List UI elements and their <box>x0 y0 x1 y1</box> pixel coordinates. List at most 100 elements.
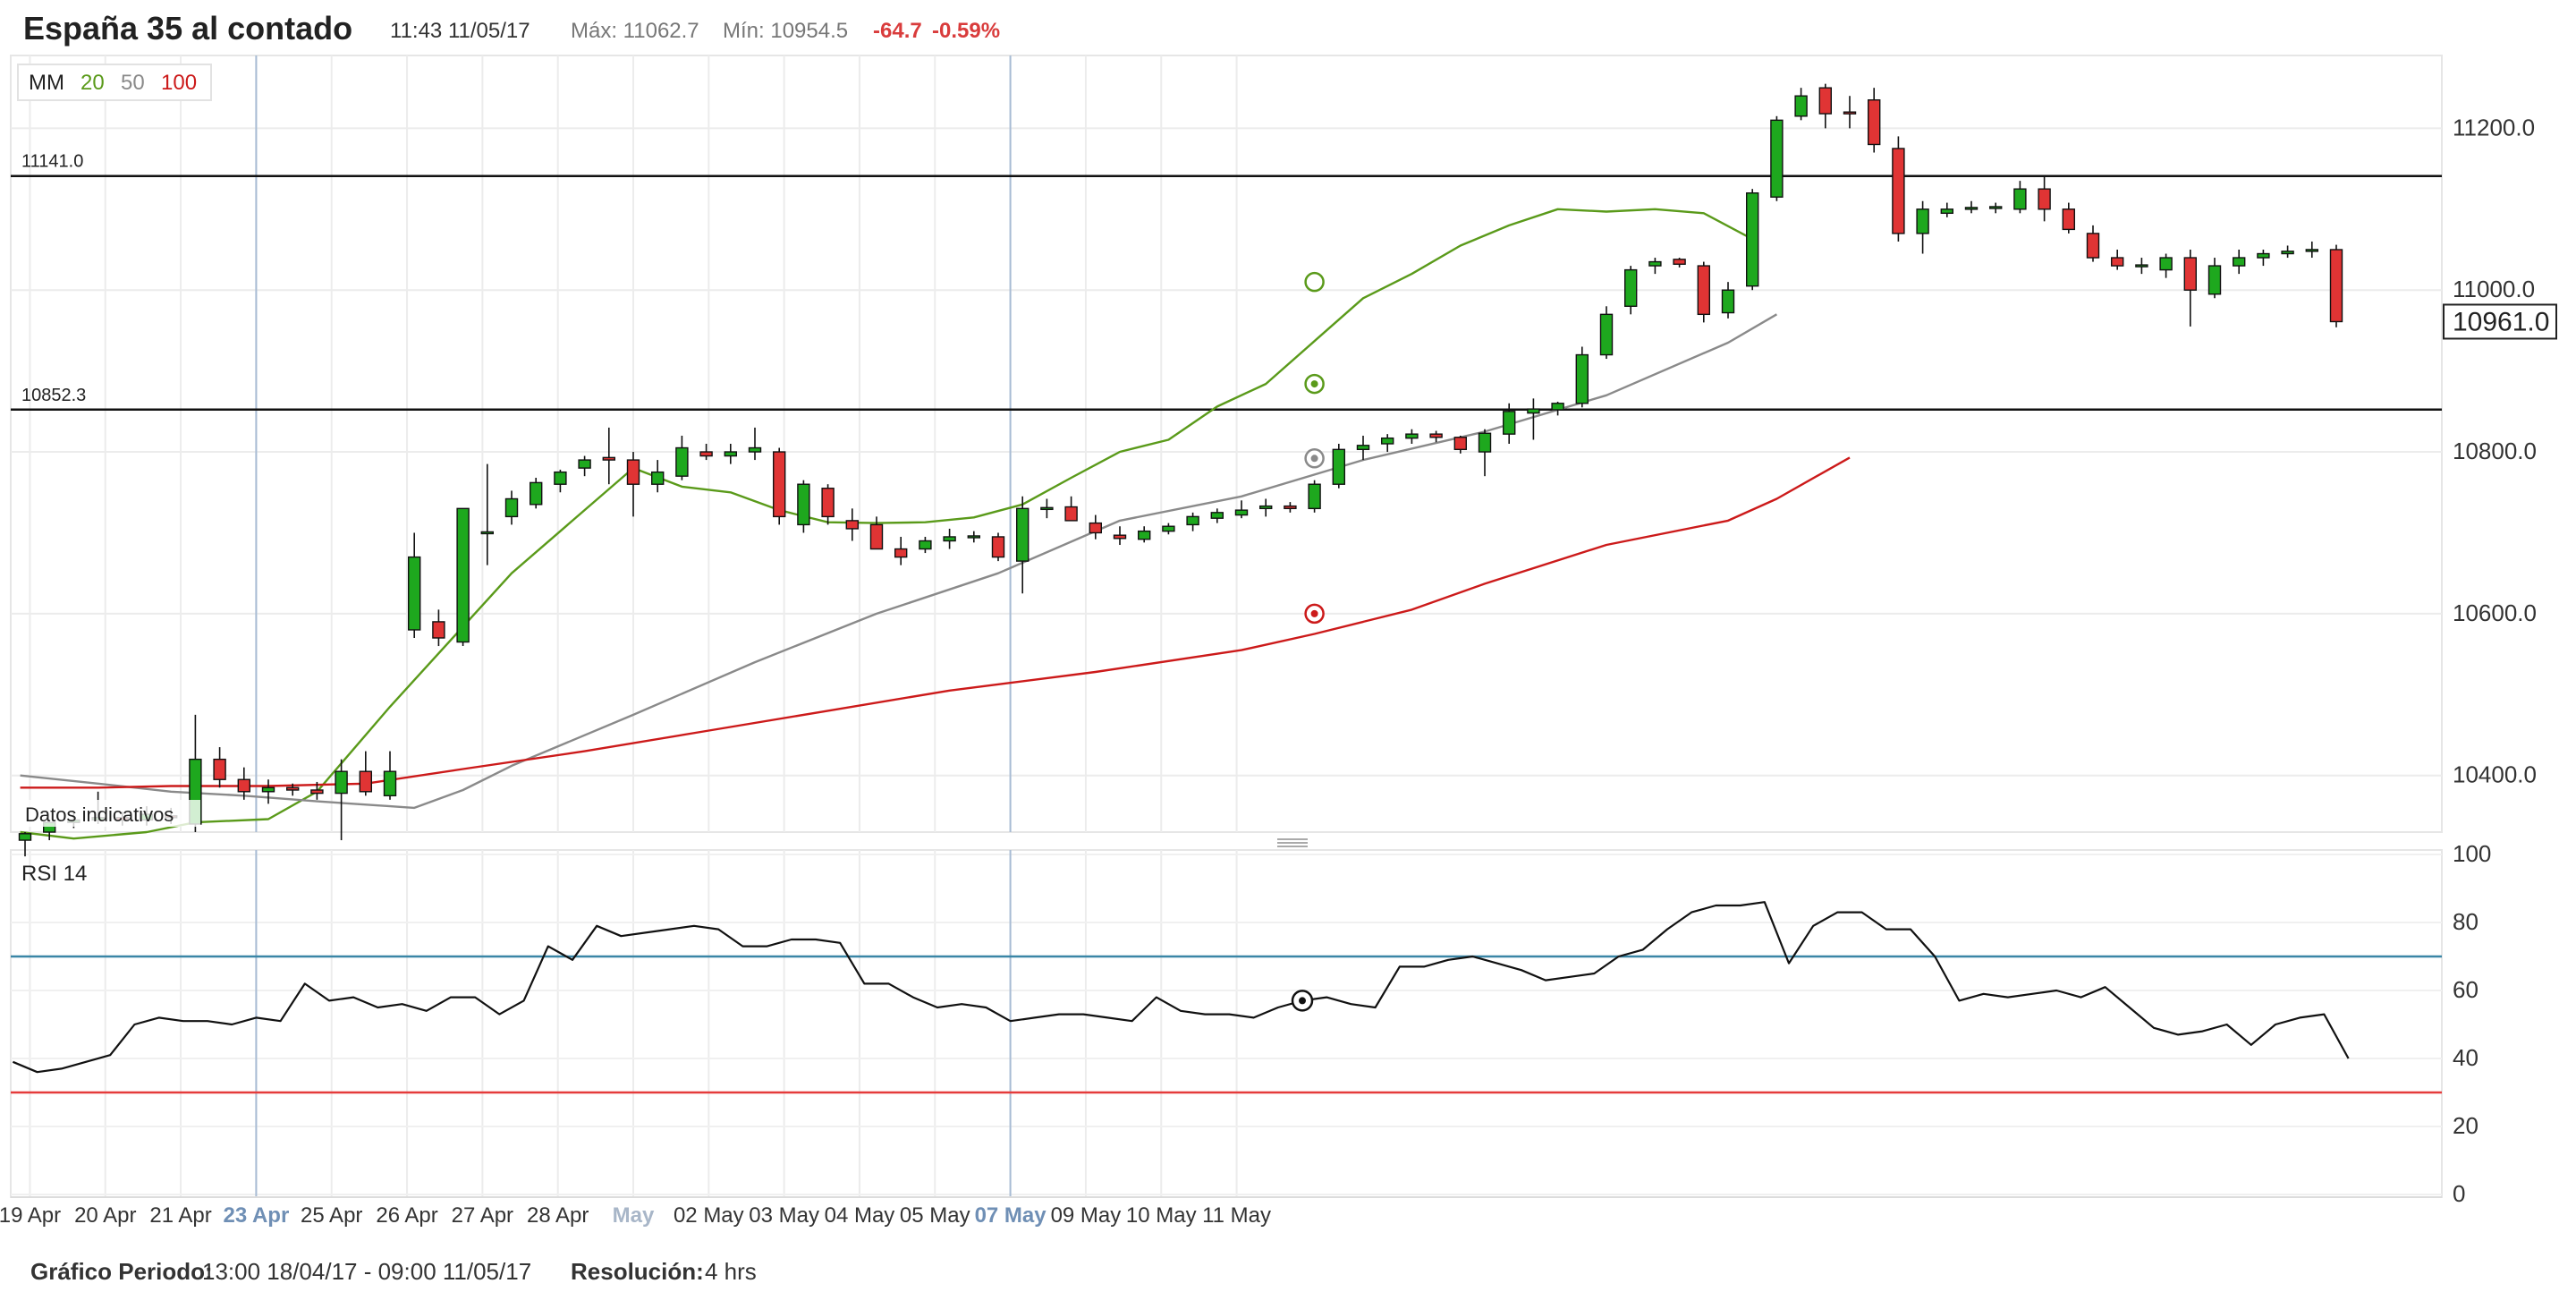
candle-up <box>18 833 32 841</box>
candle-up <box>1623 268 1638 307</box>
ma50-marker-dot <box>1310 455 1318 463</box>
max-value: Máx: 11062.7 <box>571 19 699 43</box>
ma-legend: MM 20 50 100 <box>17 64 212 101</box>
last-update-datetime: 11:43 11/05/17 <box>390 19 530 43</box>
current-price-box <box>2443 303 2557 340</box>
candle-up <box>967 535 981 539</box>
rsi-line <box>12 901 2350 1074</box>
candle-up <box>724 451 737 457</box>
rsi-tick-label: 60 <box>2453 976 2479 1003</box>
rsi-tick-label: 80 <box>2453 908 2479 935</box>
candle-down <box>310 789 324 795</box>
candle-down <box>991 536 1005 558</box>
candle-up <box>1405 433 1419 439</box>
candle-up <box>748 446 762 453</box>
time-tick-label: 27 Apr <box>452 1203 513 1228</box>
ma100-marker-dot <box>1310 609 1318 617</box>
rsi-tick-label: 20 <box>2453 1112 2479 1139</box>
candle-up <box>2135 264 2148 268</box>
chart-header: España 35 al contado 11:43 11/05/17 Máx:… <box>23 10 1000 47</box>
candle-down <box>1284 505 1297 510</box>
candle-up <box>480 531 494 535</box>
candle-up <box>1745 192 1759 287</box>
ma20-marker-dot <box>1310 380 1318 388</box>
candle-up <box>1015 507 1030 562</box>
period-value: 13:00 18/04/17 - 09:00 11/05/17 <box>202 1258 531 1285</box>
candle-up <box>2159 257 2173 271</box>
candle-up <box>1940 208 1954 215</box>
min-value: Mín: 10954.5 <box>723 19 848 43</box>
price-change: -64.7 <box>873 19 922 43</box>
candle-down <box>213 758 226 780</box>
price-tick-label: 10600.0 <box>2453 599 2537 626</box>
candle-up <box>504 497 519 518</box>
candle-down <box>869 523 884 550</box>
resolution-value: 4 hrs <box>705 1258 757 1285</box>
time-tick-label: 23 Apr <box>223 1203 289 1228</box>
candle-up <box>2305 249 2319 252</box>
candle-up <box>554 471 567 485</box>
candle-up <box>1916 208 1929 234</box>
panel-resize-handle[interactable] <box>1270 836 1315 848</box>
period-label: Gráfico Periodo: <box>30 1258 213 1285</box>
time-tick-label: 11 May <box>1202 1203 1271 1228</box>
time-tick-label: 03 May <box>749 1203 819 1228</box>
candle-down <box>359 770 372 793</box>
rsi-panel-frame <box>10 849 2443 1198</box>
crosshair-markers <box>1304 271 1325 625</box>
candle-up <box>675 446 689 477</box>
candle-up <box>2207 265 2222 295</box>
horizontal-levels: 11141.0 10852.3 <box>11 152 2442 412</box>
candle-up <box>335 770 348 795</box>
candle-down <box>2110 257 2124 267</box>
grid-lines <box>11 55 2442 1197</box>
candle-up <box>1186 515 1199 526</box>
candle-up <box>456 507 470 643</box>
time-tick-label: 05 May <box>900 1203 970 1228</box>
ma20-line <box>20 208 1753 840</box>
candle-up <box>2257 252 2270 259</box>
candle-down <box>845 520 859 530</box>
time-tick-label: 19 Apr <box>0 1203 61 1228</box>
candle-up <box>1308 483 1321 510</box>
candle-up <box>1332 448 1346 485</box>
candle-down <box>894 548 908 558</box>
ma-legend-20: 20 <box>80 71 105 95</box>
candle-up <box>1380 437 1394 445</box>
candle-up <box>2013 188 2027 210</box>
time-tick-label: 21 Apr <box>149 1203 211 1228</box>
watermark-bg <box>16 800 200 827</box>
rsi-tick-label: 0 <box>2453 1180 2465 1207</box>
candle-down <box>602 456 615 461</box>
candle-up <box>530 481 543 506</box>
price-panel-frame <box>10 55 2443 833</box>
candle-up <box>1356 445 1370 451</box>
ma-legend-100: 100 <box>161 71 197 95</box>
price-tick-label: 10400.0 <box>2453 761 2537 788</box>
candle-up <box>1040 506 1054 511</box>
candle-up <box>1527 408 1540 414</box>
rsi-tick-label: 100 <box>2453 840 2491 867</box>
candle-up <box>1478 432 1492 453</box>
candle-up <box>261 786 275 793</box>
candle-down <box>2038 188 2051 210</box>
chart-footer: Gráfico Periodo: 13:00 18/04/17 - 09:00 … <box>30 1258 757 1285</box>
ma50-line <box>20 313 1778 810</box>
candle-down <box>1113 534 1127 540</box>
rsi-tick-label: 40 <box>2453 1044 2479 1071</box>
candle-down <box>2183 257 2198 291</box>
candle-down <box>1429 433 1443 438</box>
candle-up <box>1794 95 1808 117</box>
price-axis: 10400.0 10600.0 10800.0 11000.0 11200.0 <box>2453 114 2537 787</box>
candle-down <box>773 451 786 518</box>
current-price-tag: 10961.0 <box>2443 303 2557 340</box>
candle-down <box>699 451 713 457</box>
ma-legend-label: MM <box>29 71 64 95</box>
time-tick-label: 10 May <box>1126 1203 1197 1228</box>
candle-up <box>651 471 665 485</box>
ma-legend-box <box>17 64 212 101</box>
level-label: 11141.0 <box>21 152 83 172</box>
time-tick-label: 07 May <box>975 1203 1047 1228</box>
candle-down <box>1892 148 1905 234</box>
candle-up <box>1234 509 1249 516</box>
